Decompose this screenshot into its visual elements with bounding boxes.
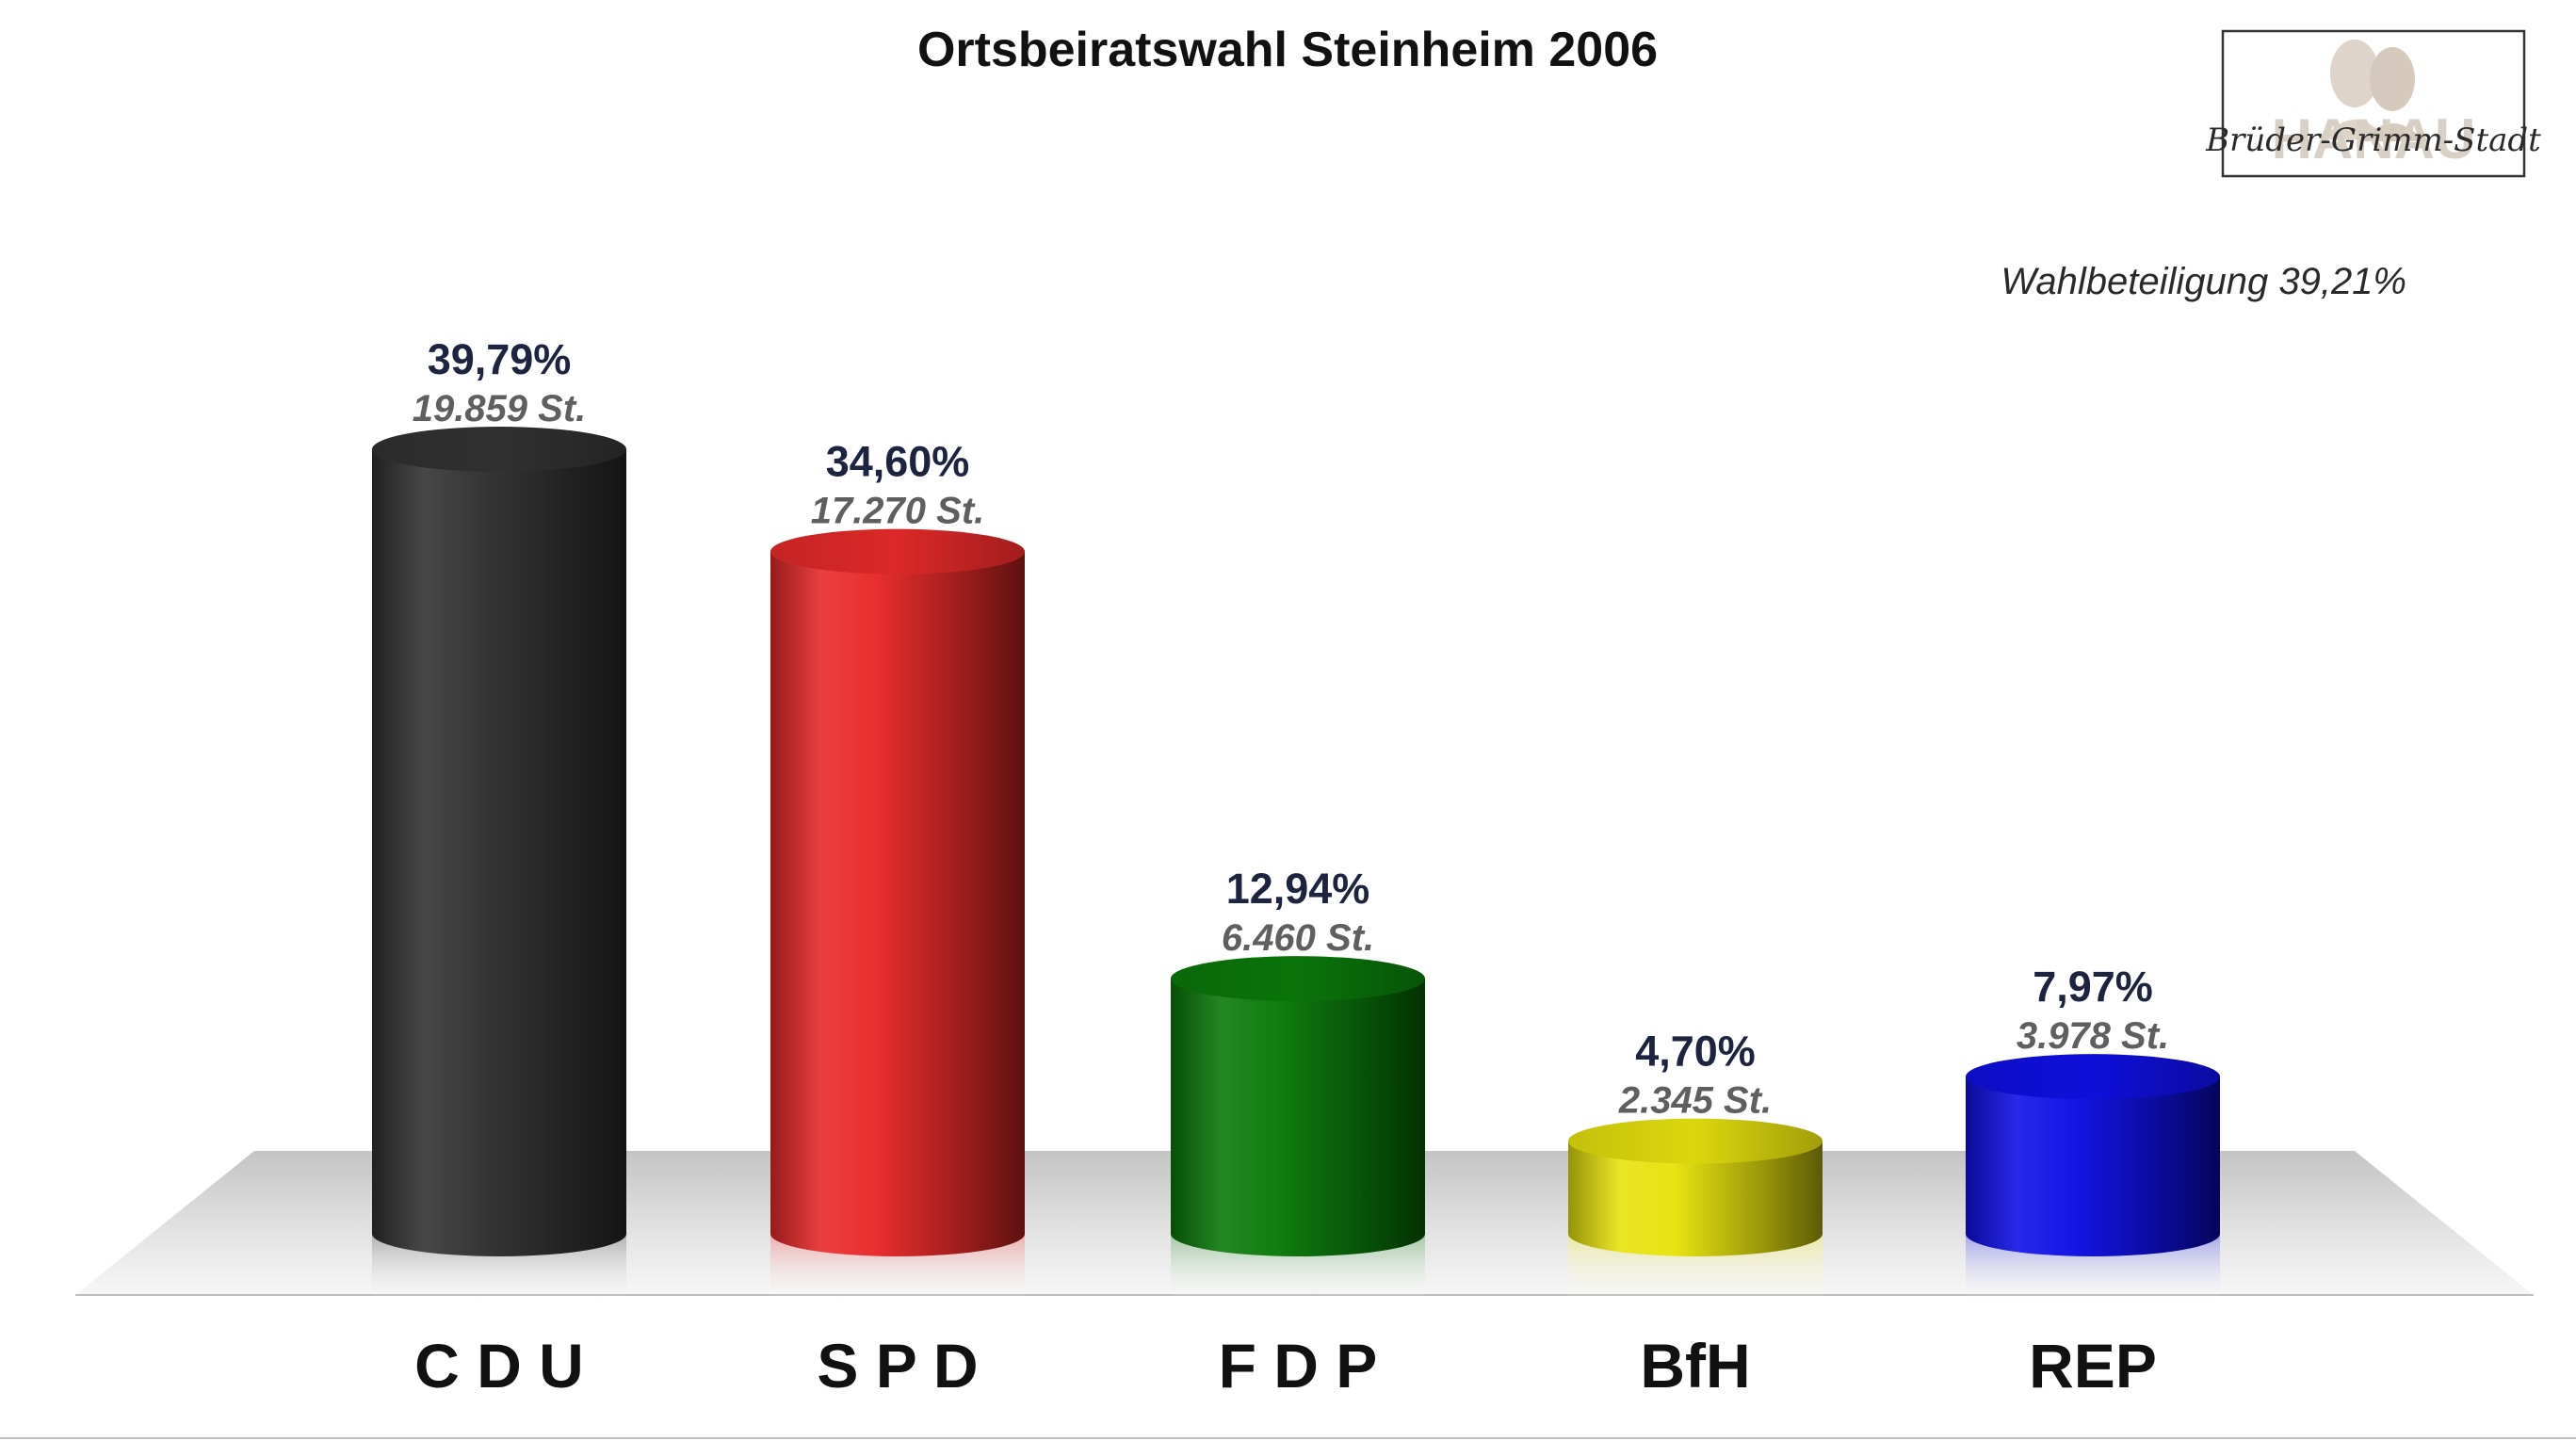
bar-top-fdp — [1171, 956, 1425, 1002]
bar-cdu — [372, 449, 626, 1256]
value-label-bfh: 4,70% — [1635, 1028, 1756, 1076]
data-labels: 39,79% 19.859 St. 34,60% 17.270 St. 12,94%6.… — [413, 335, 2169, 1122]
bar-top-rep — [1966, 1054, 2220, 1100]
bar-spd — [770, 551, 1025, 1256]
city-logo: HANAU Brüder-Grimm-Stadt — [2205, 29, 2541, 178]
chart-title: Ortsbeiratswahl Steinheim 2006 — [917, 23, 1658, 77]
votes-label-bfh: 2.345 St. — [1618, 1080, 1772, 1122]
logo-watermark: HANAU — [2272, 107, 2476, 170]
bottom-rule — [0, 1437, 2576, 1439]
bar-top-spd — [770, 528, 1025, 575]
value-label-cdu: 39,79% — [428, 335, 572, 383]
category-label-spd: S P D — [817, 1331, 978, 1401]
votes-label-fdp: 6.460 St. — [1222, 917, 1374, 959]
bars — [372, 427, 2220, 1256]
grimm-brothers-portrait-icon — [2323, 40, 2424, 141]
value-label-spd: 34,60% — [826, 438, 970, 486]
bar-rep — [1966, 1077, 2220, 1256]
bar-fdp — [1171, 979, 1425, 1256]
bar-top-bfh — [1568, 1118, 1823, 1164]
category-label-cdu: C D U — [414, 1331, 584, 1401]
category-labels: C D U S P D F D P BfH REP — [414, 1331, 2157, 1401]
votes-label-cdu: 19.859 St. — [413, 388, 587, 429]
value-label-rep: 7,97% — [2033, 963, 2153, 1011]
bar-bfh — [1568, 1141, 1823, 1256]
votes-label-spd: 17.270 St. — [811, 491, 985, 532]
votes-label-rep: 3.978 St. — [2017, 1015, 2169, 1057]
logo-script: Brüder-Grimm-Stadt — [2205, 121, 2541, 159]
turnout-annotation: Wahlbeteiligung 39,21% — [2001, 261, 2406, 302]
category-label-bfh: BfH — [1640, 1331, 1750, 1401]
category-label-fdp: F D P — [1219, 1331, 1378, 1401]
category-label-rep: REP — [2029, 1331, 2157, 1401]
bar-top-cdu — [372, 427, 626, 472]
value-label-fdp: 12,94% — [1226, 865, 1370, 913]
